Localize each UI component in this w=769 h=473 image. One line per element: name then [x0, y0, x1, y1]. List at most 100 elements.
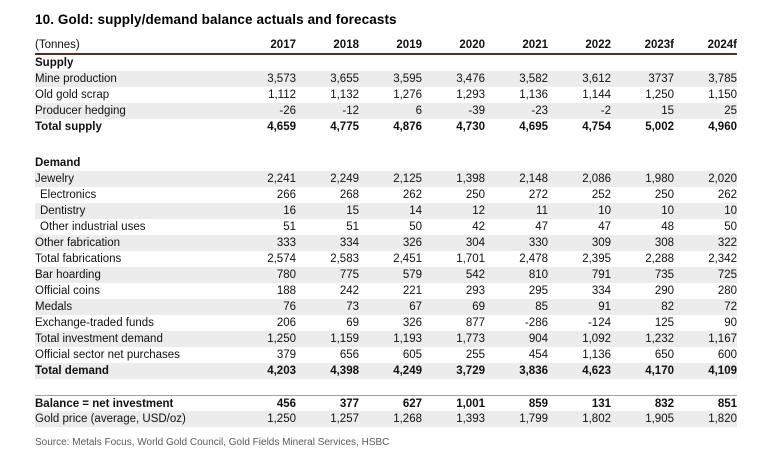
cell-value: 1,773 — [456, 333, 485, 345]
cell-value: 775 — [339, 269, 359, 281]
row-label: Bar hoarding — [35, 269, 101, 281]
table-row: Total investment demand 1,250 1,159 1,193 1,… — [35, 331, 737, 347]
table-row: Bar hoarding 780 775 579 542 810 791 735 725 — [35, 267, 737, 283]
cell-value: 4,730 — [456, 121, 485, 133]
table-row: Old gold scrap 1,112 1,132 1,276 1,293 1,136 1… — [35, 87, 737, 103]
cell-value: 90 — [724, 317, 737, 329]
cell-value: 334 — [339, 237, 359, 249]
cell-value: 379 — [276, 349, 296, 361]
cell-value: 73 — [346, 301, 359, 313]
cell-value: -2 — [600, 105, 611, 117]
cell-value: 330 — [528, 237, 548, 249]
cell-value: 47 — [598, 221, 611, 233]
cell-value: 605 — [402, 349, 422, 361]
row-label: Medals — [35, 301, 73, 313]
table-title: 10. Gold: supply/demand balance actuals … — [35, 12, 397, 27]
table-row: Balance = net investment 456 377 627 1,001 85… — [35, 395, 737, 411]
cell-value: 2,342 — [708, 253, 737, 265]
cell-value: 91 — [598, 301, 611, 313]
cell-value: 188 — [276, 285, 296, 297]
cell-value: 1,250 — [645, 89, 674, 101]
cell-value: 2,249 — [330, 173, 359, 185]
row-label: Electronics — [40, 189, 97, 201]
table-header-row: (Tonnes) 2017 2018 2019 2020 2021 2022 2023f 20… — [35, 36, 737, 55]
table-row: Electronics 266 268 262 250 272 252 250 262 — [35, 187, 737, 203]
cell-value: 304 — [465, 237, 485, 249]
cell-value: 1,112 — [268, 89, 296, 101]
unit-label: (Tonnes) — [35, 38, 80, 51]
cell-value: 262 — [717, 189, 737, 201]
table-row: Medals 76 73 67 69 85 91 82 72 — [35, 299, 737, 315]
cell-value: 454 — [528, 349, 548, 361]
cell-value: 1,393 — [456, 413, 485, 425]
table-body: Supply Mine production 3,573 3,655 3,595 3,47… — [35, 55, 737, 427]
source-note: Source: Metals Focus, World Gold Council… — [35, 437, 390, 448]
cell-value: 50 — [724, 221, 737, 233]
cell-value: 1,144 — [582, 89, 611, 101]
cell-value: 67 — [409, 301, 422, 313]
column-header-2023f: 2023f — [644, 38, 674, 51]
cell-value: 542 — [465, 269, 485, 281]
row-label: Exchange-traded funds — [35, 317, 154, 329]
cell-value: 322 — [717, 237, 737, 249]
cell-value: -124 — [587, 317, 611, 329]
cell-value: -26 — [279, 105, 296, 117]
cell-value: 326 — [402, 237, 422, 249]
table-row: Other fabrication 333 334 326 304 330 309 308 32… — [35, 235, 737, 251]
cell-value: 4,876 — [393, 121, 422, 133]
cell-value: 3,582 — [519, 73, 548, 85]
cell-value: 1,250 — [267, 333, 296, 345]
cell-value: 2,020 — [708, 173, 737, 185]
table-row: Official coins 188 242 221 293 295 334 290 280 — [35, 283, 737, 299]
cell-value: 1,980 — [645, 173, 674, 185]
cell-value: 125 — [654, 317, 674, 329]
table-row: Gold price (average, USD/oz) 1,250 1,257 1,… — [35, 411, 737, 427]
cell-value: 333 — [276, 237, 296, 249]
cell-value: 3,785 — [708, 73, 737, 85]
cell-value: 51 — [283, 221, 296, 233]
cell-value: 3,612 — [582, 73, 611, 85]
cell-value: 877 — [465, 317, 485, 329]
cell-value: 1,001 — [456, 397, 485, 410]
cell-value: 2,288 — [645, 253, 674, 265]
cell-value: 1,293 — [456, 89, 485, 101]
cell-value: 309 — [591, 237, 611, 249]
report-page: 10. Gold: supply/demand balance actuals … — [35, 12, 737, 448]
table-row: Official sector net purchases 379 656 605 25… — [35, 347, 737, 363]
column-header-2020: 2020 — [459, 38, 485, 51]
cell-value: 47 — [535, 221, 548, 233]
cell-value: 1,250 — [267, 413, 296, 425]
cell-value: 10 — [724, 205, 737, 217]
cell-value: 4,398 — [330, 365, 359, 377]
cell-value: 1,092 — [582, 333, 611, 345]
cell-value: 3737 — [648, 73, 674, 85]
cell-value: 600 — [717, 349, 737, 361]
cell-value: 5,002 — [645, 121, 674, 133]
row-label: Mine production — [35, 73, 117, 85]
table-row: Total fabrications 2,574 2,583 2,451 1,701 2,… — [35, 251, 737, 267]
row-label: Official coins — [35, 285, 100, 297]
cell-value: 2,125 — [393, 173, 422, 185]
cell-value: 1,193 — [393, 333, 422, 345]
cell-value: 252 — [591, 189, 611, 201]
cell-value: 82 — [661, 301, 674, 313]
cell-value: 4,203 — [267, 365, 296, 377]
cell-value: 76 — [283, 301, 296, 313]
cell-value: 735 — [654, 269, 674, 281]
cell-value: 69 — [346, 317, 359, 329]
cell-value: 10 — [661, 205, 674, 217]
cell-value: 334 — [591, 285, 611, 297]
row-label: Gold price (average, USD/oz) — [35, 413, 186, 425]
cell-value: 3,729 — [456, 365, 485, 377]
row-label: Supply — [35, 57, 74, 69]
row-label: Other fabrication — [35, 237, 121, 249]
row-label: Balance = net investment — [35, 397, 174, 410]
cell-value: 69 — [472, 301, 485, 313]
spacer-row — [35, 135, 737, 155]
cell-value: 131 — [591, 397, 611, 410]
row-label: Total demand — [35, 365, 109, 377]
cell-value: 250 — [654, 189, 674, 201]
cell-value: -12 — [342, 105, 359, 117]
cell-value: 1,701 — [456, 253, 485, 265]
cell-value: 2,478 — [519, 253, 548, 265]
